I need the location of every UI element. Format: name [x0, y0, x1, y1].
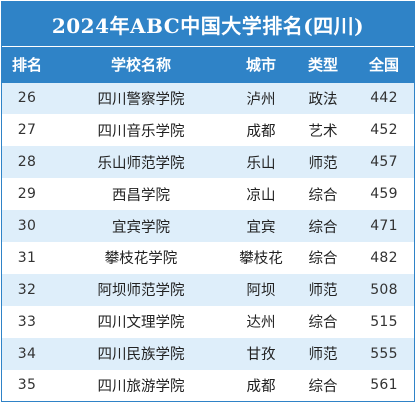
cell-national: 515 — [370, 313, 398, 330]
cell-national: 457 — [370, 154, 398, 171]
cell-rank: 35 — [17, 377, 37, 394]
cell-type: 综合 — [308, 315, 338, 332]
cell-city: 成都 — [246, 378, 276, 395]
cell-rank: 29 — [17, 186, 37, 203]
cell-city: 甘孜 — [246, 347, 276, 364]
cell-national: 482 — [370, 249, 398, 266]
cell-national: 471 — [370, 218, 398, 234]
cell-city: 凉山 — [246, 187, 276, 204]
table-row: 33 四川文理学院 达州 综合 515 — [2, 305, 414, 338]
table-row: 28 乐山师范学院 乐山 师范 457 — [2, 146, 414, 179]
cell-type: 艺术 — [308, 123, 338, 140]
cell-school-name: 四川民族学院 — [97, 347, 185, 364]
table-header-row: 排名 学校名称 城市 类型 全国 — [2, 46, 414, 83]
cell-rank: 26 — [17, 90, 37, 107]
table-row: 31 攀枝花学院 攀枝花 综合 482 — [2, 241, 414, 274]
cell-city: 攀枝花 — [239, 251, 283, 268]
table-row: 27 四川音乐学院 成都 艺术 452 — [2, 114, 414, 147]
cell-school-name: 乐山师范学院 — [97, 155, 185, 172]
cell-national: 555 — [370, 345, 398, 362]
cell-city: 宜宾 — [246, 219, 276, 236]
header-school-name: 学校名称 — [52, 46, 230, 83]
cell-national: 459 — [370, 186, 398, 203]
table-row: 32 阿坝师范学院 阿坝 师范 508 — [2, 273, 414, 306]
table-title: 2024年ABC中国大学排名(四川) — [2, 2, 414, 46]
header-type: 类型 — [292, 46, 354, 83]
table-row: 30 宜宾学院 宜宾 综合 471 — [2, 210, 414, 242]
cell-type: 综合 — [308, 187, 338, 204]
header-city: 城市 — [230, 46, 292, 83]
cell-national: 442 — [370, 90, 398, 107]
cell-city: 成都 — [246, 123, 276, 140]
cell-type: 综合 — [308, 251, 338, 268]
table-row: 34 四川民族学院 甘孜 师范 555 — [2, 337, 414, 370]
table-row: 35 四川旅游学院 成都 综合 561 — [2, 369, 414, 402]
cell-type: 师范 — [308, 155, 338, 172]
cell-rank: 27 — [17, 122, 37, 139]
cell-school-name: 攀枝花学院 — [104, 251, 178, 268]
table-row: 26 四川警察学院 泸州 政法 442 — [2, 82, 414, 115]
cell-national: 561 — [370, 377, 398, 394]
table-row: 29 西昌学院 凉山 综合 459 — [2, 178, 414, 211]
cell-type: 综合 — [308, 219, 338, 236]
cell-school-name: 四川警察学院 — [97, 91, 185, 108]
ranking-table: 排名 学校名称 城市 类型 全国 26 四川警察学院 泸州 政法 442 27 … — [2, 46, 414, 402]
cell-type: 综合 — [308, 378, 338, 395]
cell-city: 达州 — [246, 315, 276, 332]
cell-national: 508 — [370, 281, 398, 298]
cell-school-name: 阿坝师范学院 — [97, 283, 185, 300]
header-rank: 排名 — [2, 46, 52, 83]
cell-type: 政法 — [308, 91, 338, 108]
cell-rank: 32 — [17, 281, 37, 298]
cell-school-name: 四川音乐学院 — [97, 123, 185, 140]
cell-rank: 34 — [17, 345, 37, 362]
cell-school-name: 四川旅游学院 — [97, 378, 185, 395]
cell-city: 阿坝 — [246, 283, 276, 300]
cell-rank: 31 — [17, 249, 37, 266]
cell-rank: 33 — [17, 313, 37, 330]
cell-national: 452 — [370, 122, 398, 139]
cell-rank: 28 — [17, 154, 37, 171]
cell-type: 师范 — [308, 283, 338, 300]
cell-rank: 30 — [17, 218, 37, 234]
header-national: 全国 — [354, 46, 414, 83]
cell-city: 泸州 — [246, 91, 276, 108]
cell-school-name: 西昌学院 — [112, 187, 170, 204]
cell-school-name: 四川文理学院 — [97, 315, 185, 332]
cell-type: 师范 — [308, 347, 338, 364]
cell-city: 乐山 — [246, 155, 276, 172]
cell-school-name: 宜宾学院 — [112, 219, 170, 236]
